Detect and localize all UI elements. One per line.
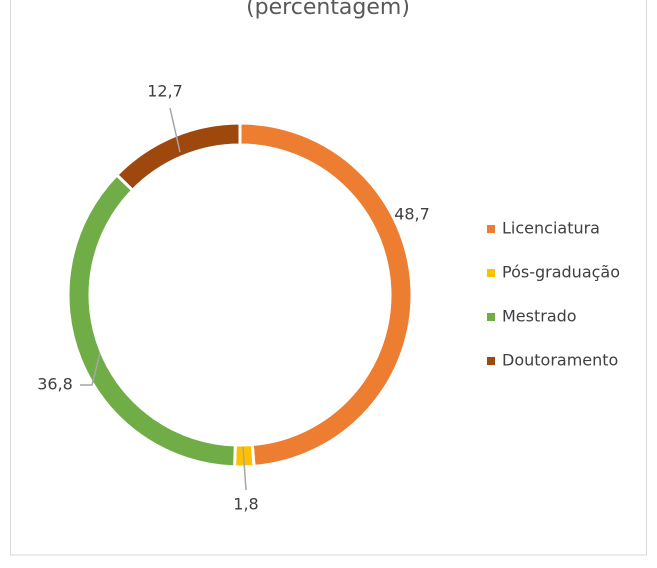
chart-frame	[10, 0, 647, 556]
legend-label: Pós-graduação	[502, 263, 620, 282]
data-label: 48,7	[394, 205, 430, 224]
leader-line	[169, 107, 181, 153]
legend-swatch	[487, 269, 495, 277]
legend-swatch	[487, 225, 495, 233]
leader-line	[80, 352, 101, 386]
legend-label: Doutoramento	[502, 351, 618, 370]
data-label: 12,7	[147, 82, 183, 101]
data-label: 1,8	[233, 495, 258, 514]
legend-swatch	[487, 313, 495, 321]
donut-segment	[114, 121, 242, 193]
legend-swatch	[487, 357, 495, 365]
chart-subtitle: (percentagem)	[246, 0, 410, 20]
data-label: 36,8	[37, 375, 73, 394]
legend-label: Mestrado	[502, 307, 577, 326]
leader-line	[242, 446, 247, 491]
legend-label: Licenciatura	[502, 219, 600, 238]
